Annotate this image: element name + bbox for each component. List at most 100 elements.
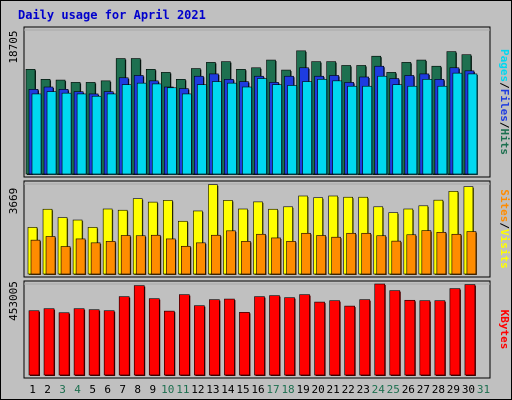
bar-kbytes [209, 299, 220, 376]
y-tick-label: 453005 [7, 281, 20, 321]
bar-pages [61, 92, 72, 175]
legend-separator: / [498, 122, 511, 129]
bar-pages [422, 79, 433, 175]
x-tick-label: 8 [134, 383, 141, 396]
bar-kbytes [103, 310, 115, 376]
bar-kbytes [88, 309, 100, 376]
bar-pages [302, 81, 312, 175]
x-tick-label: 20 [312, 383, 325, 396]
x-tick-label: 27 [417, 383, 430, 396]
x-tick-label: 5 [89, 383, 96, 396]
bar-kbytes [449, 288, 461, 376]
bar-pages [106, 93, 117, 175]
bar-sites [226, 230, 236, 275]
bar-sites [135, 235, 146, 275]
x-tick-label: 18 [281, 383, 294, 396]
bar-sites [105, 241, 116, 275]
bar-kbytes [73, 308, 85, 376]
x-tick-label: 2 [44, 383, 51, 396]
bar-pages [121, 84, 132, 175]
bar-sites [466, 231, 477, 275]
legend: Pages/Files/Hits [498, 49, 511, 155]
bar-pages [377, 75, 388, 175]
bar-pages [287, 85, 297, 175]
x-tick-label: 28 [432, 383, 445, 396]
bar-sites [60, 246, 71, 275]
bar-pages [151, 83, 162, 175]
bar-sites [286, 241, 296, 275]
bar-kbytes [133, 285, 145, 376]
bar-kbytes [254, 296, 265, 376]
bar-pages [182, 93, 192, 175]
bar-sites [165, 238, 176, 275]
bar-sites [406, 234, 417, 275]
bar-kbytes [163, 310, 175, 376]
bar-pages [437, 85, 448, 175]
x-tick-label: 16 [251, 383, 264, 396]
chart-title: Daily usage for April 2021 [18, 8, 206, 22]
bar-sites [316, 235, 326, 275]
x-tick-label: 23 [357, 383, 370, 396]
x-tick-label: 7 [119, 383, 126, 396]
bar-kbytes [148, 298, 160, 376]
bar-sites [181, 245, 191, 275]
x-tick-label: 15 [236, 383, 249, 396]
bar-sites [90, 242, 101, 275]
x-tick-label: 21 [327, 383, 340, 396]
bar-sites [30, 239, 41, 275]
bar-pages [76, 93, 87, 175]
panel-frame [23, 26, 491, 178]
bar-sites [376, 235, 387, 275]
legend-separator: / [498, 222, 511, 229]
bar-sites [241, 241, 251, 275]
x-tick-label: 1 [29, 383, 36, 396]
x-tick-label: 9 [149, 383, 156, 396]
bar-sites [120, 235, 131, 275]
y-tick-label: 18705 [7, 30, 20, 63]
bar-pages [91, 95, 102, 175]
x-tick-label: 14 [221, 383, 235, 396]
bar-kbytes [419, 300, 431, 376]
bar-pages [467, 73, 478, 175]
bar-kbytes [239, 312, 250, 376]
bar-kbytes [464, 284, 476, 376]
bar-kbytes [359, 299, 371, 376]
bar-kbytes [284, 297, 295, 376]
bar-pages [272, 84, 282, 175]
legend-files: Files [498, 89, 511, 122]
bar-pages [392, 84, 403, 175]
bar-sites [45, 236, 56, 275]
bar-kbytes [434, 300, 446, 376]
legend-visits: Visits [498, 229, 511, 269]
bar-kbytes [389, 290, 401, 376]
bar-sites [196, 242, 206, 275]
x-tick-label: 29 [447, 383, 460, 396]
bar-sites [301, 232, 311, 275]
bar-kbytes [224, 298, 235, 376]
panel-frame [23, 180, 491, 278]
bar-sites [150, 234, 161, 275]
bar-kbytes [344, 305, 355, 376]
bar-sites [271, 237, 281, 275]
x-tick-label: 10 [161, 383, 174, 396]
x-tick-label: 11 [176, 383, 189, 396]
x-tick-label: 31 [477, 383, 490, 396]
bar-sites [256, 233, 266, 275]
x-tick-label: 17 [266, 383, 279, 396]
bar-kbytes [43, 308, 55, 376]
x-tick-label: 24 [372, 383, 386, 396]
bar-pages [362, 85, 373, 175]
x-tick-label: 26 [402, 383, 415, 396]
bar-pages [332, 80, 342, 175]
bar-pages [46, 91, 57, 175]
bar-pages [452, 72, 463, 175]
bar-sites [451, 233, 462, 275]
bar-kbytes [194, 305, 205, 376]
legend: Sites/Visits [498, 189, 511, 269]
bar-kbytes [404, 299, 416, 376]
bar-kbytes [299, 294, 310, 376]
legend-pages: Pages [498, 49, 511, 82]
legend-sites: Sites [498, 189, 511, 222]
bar-pages [242, 86, 252, 175]
bar-pages [197, 84, 207, 175]
